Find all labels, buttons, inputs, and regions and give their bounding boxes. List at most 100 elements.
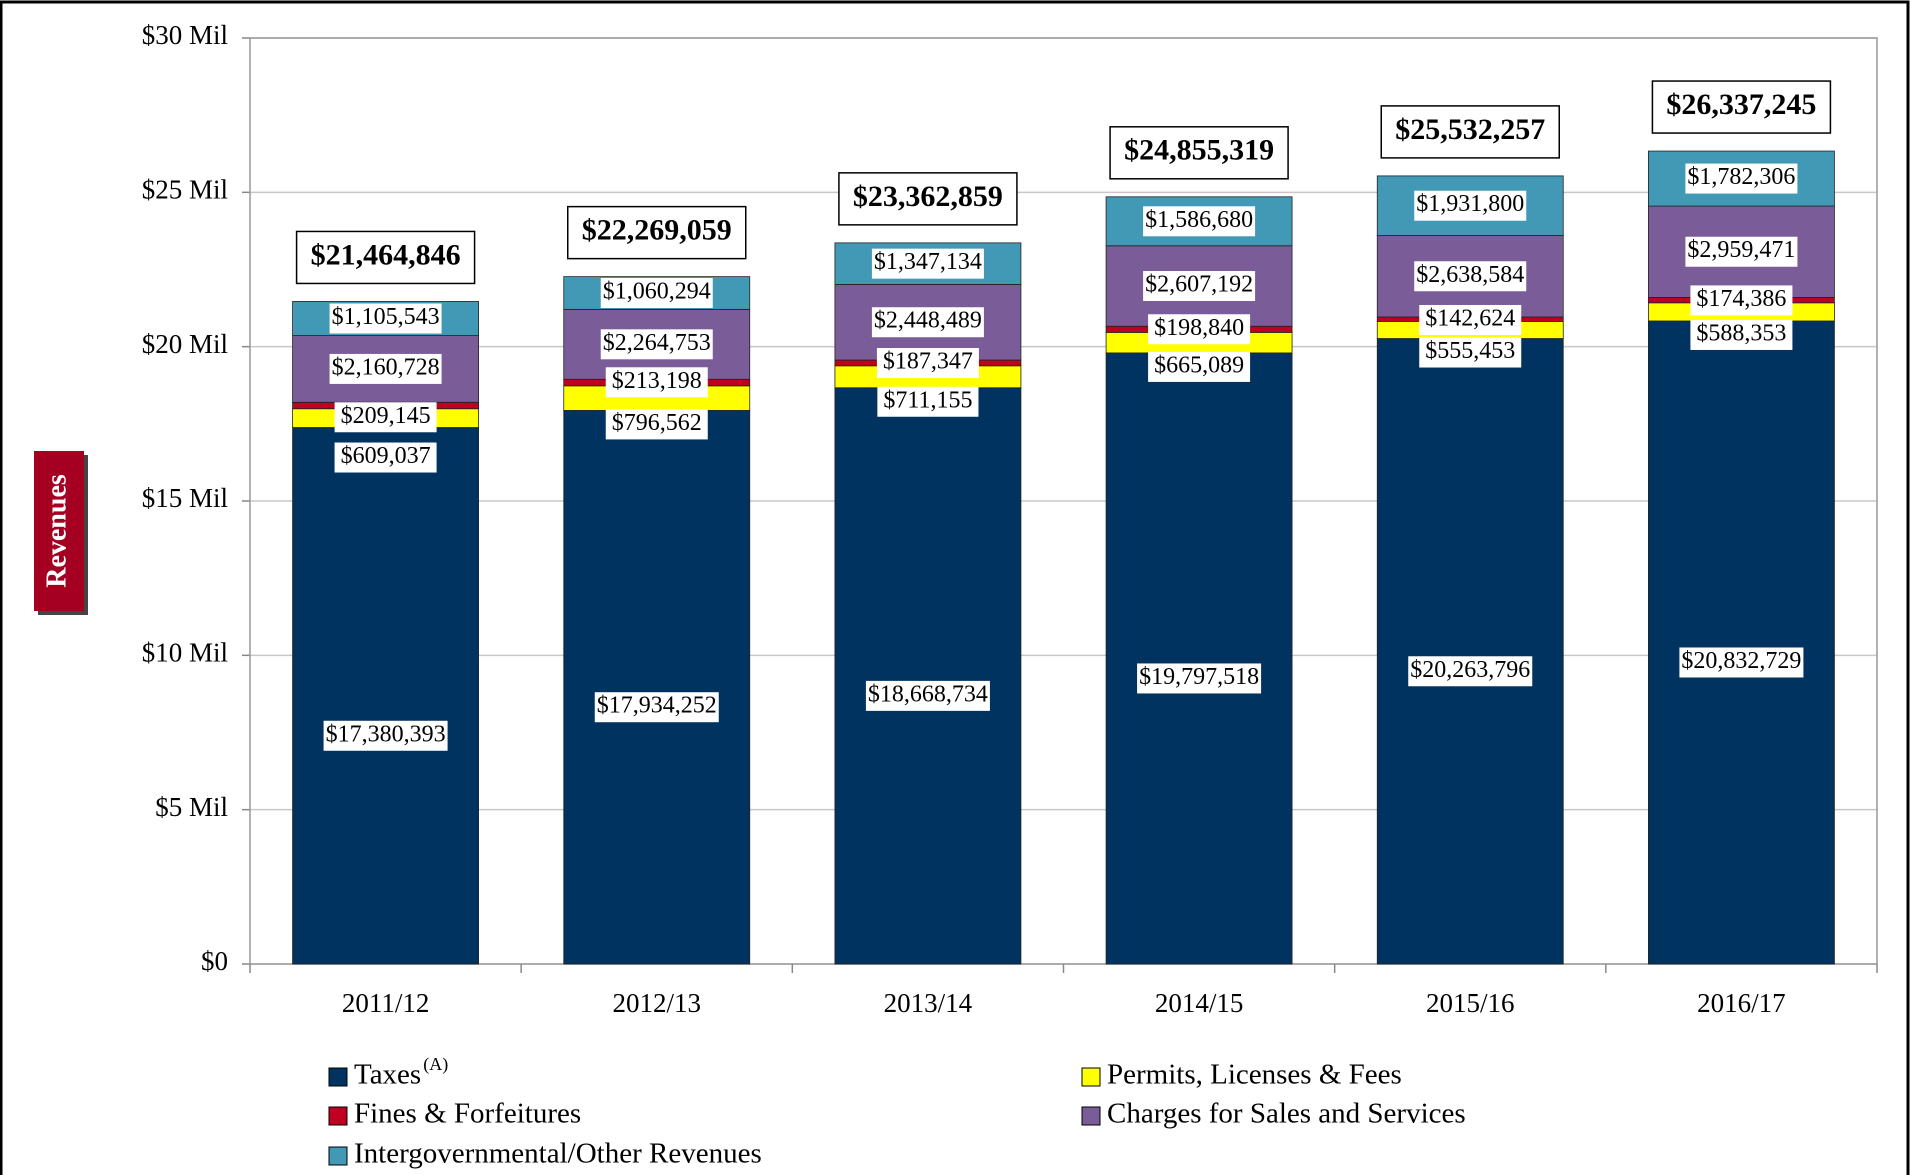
- label-box: [1414, 261, 1527, 292]
- label-box: [871, 248, 984, 279]
- x-tick-label: 2011/12: [342, 988, 430, 1018]
- data-label-text: $665,089: [1154, 352, 1244, 378]
- data-label: $20,832,729: [1679, 647, 1804, 678]
- data-label-text: $1,060,294: [603, 278, 711, 304]
- data-label-text: $2,959,471: [1687, 237, 1795, 263]
- legend-superscript: (A): [423, 1054, 448, 1075]
- data-label-text: $555,453: [1425, 338, 1515, 364]
- data-label: $17,380,393: [323, 720, 448, 751]
- data-label-text: $1,347,134: [874, 249, 982, 275]
- data-label-text: $711,155: [883, 387, 972, 413]
- label-box: [1380, 105, 1560, 159]
- data-label: $1,105,543: [329, 303, 442, 334]
- label-box: [838, 172, 1018, 226]
- bar-segment: [834, 387, 1022, 965]
- label-box: [1690, 319, 1793, 350]
- data-label: $555,453: [1419, 337, 1522, 368]
- data-label-text: $796,562: [612, 410, 702, 436]
- data-label-text: $609,037: [341, 443, 431, 469]
- data-label-text: $1,931,800: [1416, 191, 1524, 217]
- label-box: [1685, 163, 1798, 194]
- label-box: [1679, 647, 1804, 678]
- y-tick-label: $0: [201, 946, 228, 976]
- y-axis-title: Revenues: [34, 451, 88, 615]
- data-label: $26,337,245: [1651, 80, 1832, 134]
- data-label-text: $21,464,846: [311, 238, 461, 271]
- label-box: [1685, 236, 1798, 267]
- data-label-text: $2,264,753: [603, 330, 711, 356]
- label-box: [334, 442, 437, 473]
- data-label: $1,347,134: [871, 248, 984, 279]
- y-tick-label: $25 Mil: [142, 175, 228, 205]
- label-box: [295, 230, 476, 285]
- data-label: $23,362,859: [838, 172, 1018, 226]
- bar-segment: [292, 427, 479, 965]
- bar-segment: [1376, 338, 1564, 965]
- x-tick-label: 2014/15: [1155, 988, 1244, 1018]
- data-label-text: $209,145: [341, 403, 431, 429]
- label-box: [600, 277, 713, 308]
- label-box: [876, 348, 979, 379]
- label-box: [329, 353, 442, 384]
- label-box: [600, 329, 713, 360]
- data-label-text: $19,797,518: [1139, 664, 1259, 690]
- legend-label: Intergovernmental/Other Revenues: [354, 1138, 762, 1170]
- data-label-text: $20,263,796: [1410, 657, 1530, 683]
- data-label-text: $23,362,859: [853, 180, 1003, 213]
- data-label-text: $2,448,489: [874, 308, 982, 334]
- data-label: $25,532,257: [1380, 105, 1560, 159]
- label-box: [1419, 304, 1522, 335]
- data-label-text: $588,353: [1696, 320, 1786, 346]
- x-tick-label: 2012/13: [612, 988, 701, 1018]
- data-label-text: $1,782,306: [1687, 164, 1795, 190]
- label-box: [605, 367, 708, 398]
- label-box: [323, 720, 448, 751]
- data-label-text: $2,160,728: [332, 354, 440, 380]
- bar-segment: [1105, 352, 1293, 965]
- legend-label: Taxes: [354, 1059, 421, 1091]
- label-box: [1143, 271, 1256, 302]
- data-label: $665,089: [1148, 351, 1251, 382]
- label-box: [1143, 206, 1256, 237]
- data-label-text: $187,347: [883, 349, 973, 375]
- data-label: $588,353: [1690, 319, 1793, 350]
- bar-segment: [1376, 175, 1564, 236]
- x-tick-label: 2016/17: [1697, 988, 1786, 1018]
- legend-swatch: [328, 1067, 348, 1087]
- y-title-box: [34, 451, 84, 611]
- label-box: [1408, 656, 1533, 687]
- data-label: $2,638,584: [1414, 261, 1527, 292]
- data-label: $2,264,753: [600, 329, 713, 360]
- data-label: $18,668,734: [865, 680, 990, 711]
- data-label-text: $174,386: [1696, 286, 1786, 312]
- data-label: $1,586,680: [1143, 206, 1256, 237]
- label-box: [1651, 80, 1832, 134]
- legend-label: Fines & Forfeitures: [354, 1098, 581, 1130]
- data-label: $2,448,489: [871, 307, 984, 338]
- data-label-text: $142,624: [1425, 305, 1515, 331]
- data-label: $17,934,252: [594, 692, 719, 723]
- data-label: $174,386: [1690, 285, 1793, 316]
- data-label: $187,347: [876, 348, 979, 379]
- data-label-text: $2,607,192: [1145, 272, 1253, 298]
- label-box: [594, 692, 719, 723]
- data-label-text: $25,532,257: [1395, 113, 1545, 146]
- label-box: [605, 409, 708, 440]
- data-label-text: $26,337,245: [1666, 88, 1816, 121]
- label-box: [1419, 337, 1522, 368]
- data-label-text: $17,934,252: [597, 693, 717, 719]
- label-box: [1148, 314, 1251, 345]
- data-label: $21,464,846: [295, 230, 476, 285]
- label-box: [1109, 126, 1289, 180]
- legend-swatch: [1081, 1067, 1101, 1087]
- y-tick-label: $10 Mil: [142, 638, 228, 668]
- legend-swatch: [328, 1106, 348, 1126]
- label-box: [1690, 285, 1793, 316]
- data-label-text: $198,840: [1154, 315, 1244, 341]
- bar-segment: [563, 410, 751, 965]
- data-label: $22,269,059: [567, 205, 747, 260]
- y-axis-label: Revenues: [41, 474, 72, 588]
